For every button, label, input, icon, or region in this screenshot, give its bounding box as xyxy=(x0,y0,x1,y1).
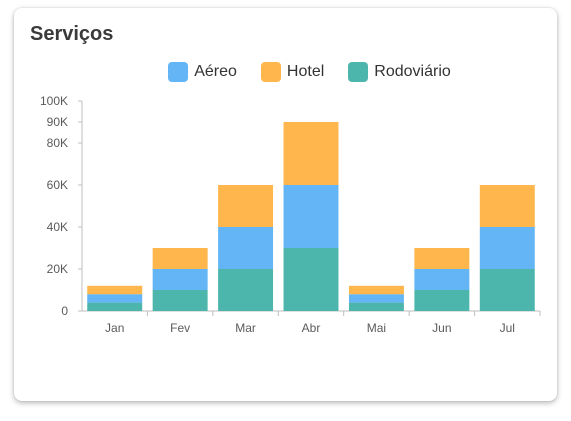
legend-swatch-rodoviario xyxy=(348,62,369,82)
y-tick-label: 0 xyxy=(61,304,68,318)
legend-label-aereo: Aéreo xyxy=(194,63,237,80)
bar-rodoviario-mai xyxy=(348,302,404,311)
bar-hotel-jul xyxy=(479,185,535,227)
x-tick-label: Mar xyxy=(235,321,256,335)
x-tick-label: Jul xyxy=(500,321,515,335)
y-tick-label: 40K xyxy=(47,220,68,234)
y-tick-label: 80K xyxy=(47,136,68,150)
bar-aereo-mar xyxy=(218,227,274,269)
bar-rodoviario-jun xyxy=(414,290,470,311)
legend-item-rodoviario[interactable]: Rodoviário xyxy=(348,62,451,82)
bar-hotel-abr xyxy=(283,122,339,185)
bar-hotel-mai xyxy=(348,285,404,295)
bar-rodoviario-mar xyxy=(218,269,274,311)
bar-rodoviario-jan xyxy=(87,302,143,311)
x-tick-label: Jun xyxy=(432,321,451,335)
legend-label-hotel: Hotel xyxy=(286,63,325,80)
bar-aereo-mai xyxy=(348,294,404,303)
bar-aereo-abr xyxy=(283,185,339,248)
y-tick-label: 20K xyxy=(47,262,68,276)
x-tick-label: Abr xyxy=(302,321,321,335)
bar-aereo-fev xyxy=(152,269,208,290)
bar-rodoviario-jul xyxy=(479,269,535,311)
x-tick-label: Jan xyxy=(105,321,124,335)
card-title: Serviços xyxy=(30,23,114,45)
y-tick-label: 100K xyxy=(40,94,68,108)
chart-legend: Aéreo Hotel Rodoviário xyxy=(14,62,557,82)
bar-hotel-jan xyxy=(87,285,143,295)
legend-item-aereo[interactable]: Aéreo xyxy=(168,62,237,82)
bar-hotel-fev xyxy=(152,248,208,269)
legend-swatch-aereo xyxy=(168,62,189,82)
legend-swatch-hotel xyxy=(260,62,281,82)
legend-label-rodoviario: Rodoviário xyxy=(374,63,451,80)
legend-item-hotel[interactable]: Hotel xyxy=(260,62,325,82)
y-tick-label: 90K xyxy=(47,115,68,129)
bar-aereo-jul xyxy=(479,227,535,269)
y-tick-label: 60K xyxy=(47,178,68,192)
bar-rodoviario-abr xyxy=(283,248,339,311)
x-tick-label: Mai xyxy=(367,321,386,335)
x-tick-label: Fev xyxy=(170,321,190,335)
bar-hotel-jun xyxy=(414,248,470,269)
bar-rodoviario-fev xyxy=(152,290,208,311)
bar-aereo-jun xyxy=(414,269,470,290)
chart-card: Serviços Aéreo Hotel Rodoviário xyxy=(14,8,557,401)
bar-hotel-mar xyxy=(218,185,274,227)
bar-aereo-jan xyxy=(87,294,143,303)
